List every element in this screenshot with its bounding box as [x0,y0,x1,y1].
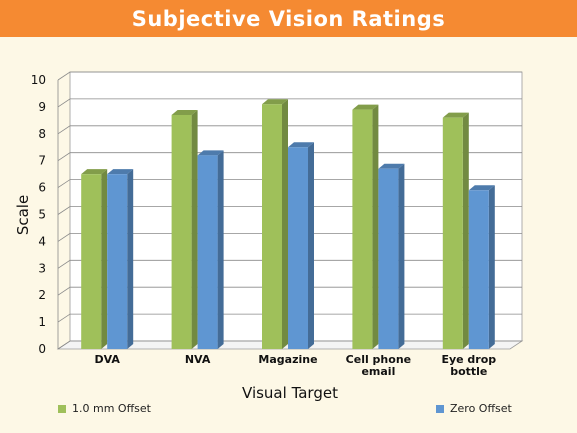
legend-swatch-zero [436,404,444,413]
bar-side [462,112,469,349]
bar-side [191,109,198,349]
x-tick-label: Eye drop bottle [441,353,496,378]
bar-side [308,142,314,349]
gridline [57,71,522,81]
y-tick-label: 9 [38,100,46,114]
bar-top [171,109,198,115]
bar-side [398,163,405,349]
bar-top [378,163,405,169]
x-tick-label: DVA [94,353,120,366]
bar-top [442,112,469,118]
x-axis-title: Visual Target [242,384,338,402]
chart-title: Subjective Vision Ratings [131,6,446,31]
bar-top [107,169,134,175]
title-bar: Subjective Vision Ratings [0,0,577,37]
y-tick-label: 7 [38,154,46,168]
bar-side [127,169,134,349]
legend-item-zero: Zero Offset [436,402,512,415]
y-tick-label: 10 [31,73,46,87]
y-tick-label: 6 [38,181,46,195]
y-axis-title: Scale [14,195,32,235]
x-tick-label: NVA [185,353,211,366]
bar-side [101,169,108,349]
y-tick-label: 4 [38,234,46,248]
y-tick-label: 5 [38,208,46,222]
y-tick-label: 3 [38,261,46,275]
bar-side [217,150,224,349]
bar-top [262,99,288,105]
y-tick-label: 0 [38,342,46,356]
y-tick-label: 1 [38,315,46,329]
bar-side [488,185,495,349]
gridline [57,98,522,108]
y-tick-label: 8 [38,127,46,141]
bar-zero [468,190,489,349]
legend-item-offset: 1.0 mm Offset [58,402,151,415]
bar-offset [442,117,463,349]
bar-top [197,150,224,156]
y-tick-label: 2 [38,288,46,302]
legend-label-zero: Zero Offset [450,402,512,415]
bar-top [81,169,108,175]
bar-zero [288,147,308,349]
x-tick-label: Magazine [258,353,317,366]
bar-offset [171,114,192,349]
bar-top [288,142,314,148]
bar-side [282,99,288,350]
bar-zero [378,168,399,349]
x-tick-label: Cell phone email [346,353,411,378]
bar-top [468,185,495,191]
bar-zero [107,174,128,349]
bar-offset [262,104,282,350]
legend-swatch-offset [58,404,66,413]
bar-zero [197,155,218,349]
bar-offset [352,109,373,349]
bar-side [372,104,379,349]
bar-offset [81,174,102,349]
legend-label-offset: 1.0 mm Offset [72,402,151,415]
bar-top [352,104,379,110]
